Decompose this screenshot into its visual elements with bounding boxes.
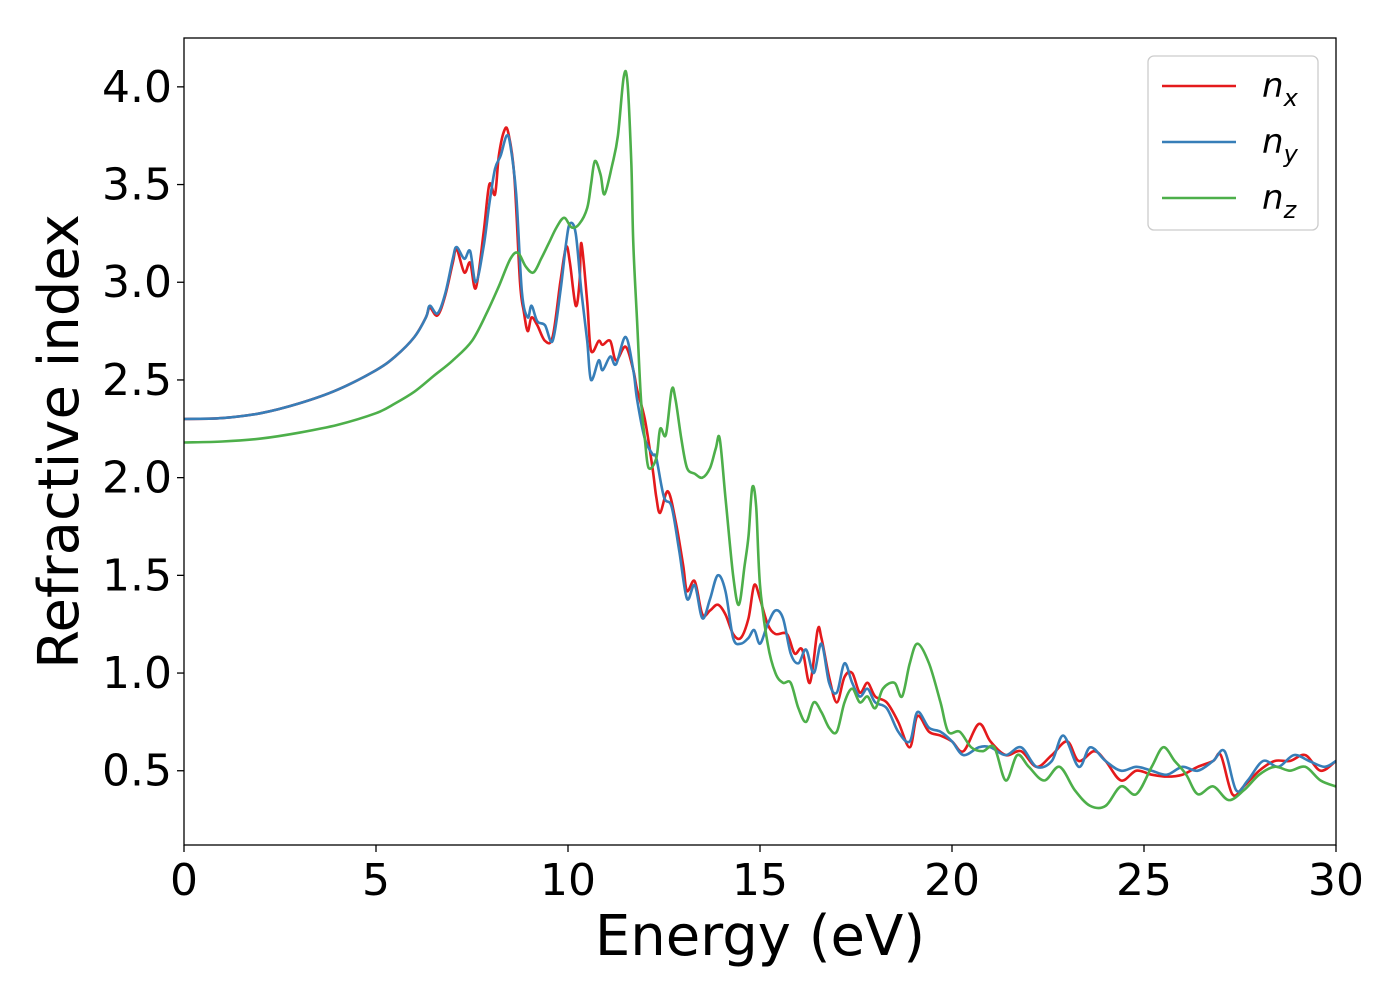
y-axis-ticks: 0.5 1.0 1.5 2.0 2.5 3.0 3.5 4.0	[102, 62, 184, 797]
legend-label-n-y: ny	[1262, 122, 1299, 168]
legend-label-n-x: nx	[1262, 66, 1299, 112]
y-tick-label: 4.0	[102, 62, 172, 113]
x-axis-ticks: 0 5 10 15 20 25 30	[170, 845, 1364, 906]
y-tick-label: 1.0	[102, 648, 172, 699]
y-tick-label: 2.0	[102, 453, 172, 504]
y-tick-label: 2.5	[102, 355, 172, 406]
x-tick-label: 0	[170, 855, 198, 906]
y-tick-label: 1.5	[102, 550, 172, 601]
x-tick-label: 5	[362, 855, 390, 906]
plot-lines-group	[184, 69, 1336, 810]
y-tick-label: 3.5	[102, 160, 172, 211]
x-tick-label: 15	[732, 855, 788, 906]
x-axis-label: Energy (eV)	[595, 904, 925, 969]
x-tick-label: 10	[540, 855, 596, 906]
series-line-n-y	[184, 133, 1336, 793]
y-axis-label: Refractive index	[27, 214, 92, 669]
y-tick-label: 0.5	[102, 746, 172, 797]
x-tick-label: 25	[1116, 855, 1172, 906]
x-tick-label: 20	[924, 855, 980, 906]
legend-label-n-z: nz	[1262, 178, 1298, 224]
x-tick-label: 30	[1308, 855, 1364, 906]
legend: nx ny nz	[1147, 55, 1319, 231]
y-tick-label: 3.0	[102, 257, 172, 308]
series-line-n-z	[184, 69, 1336, 810]
series-line-n-x	[184, 126, 1336, 798]
